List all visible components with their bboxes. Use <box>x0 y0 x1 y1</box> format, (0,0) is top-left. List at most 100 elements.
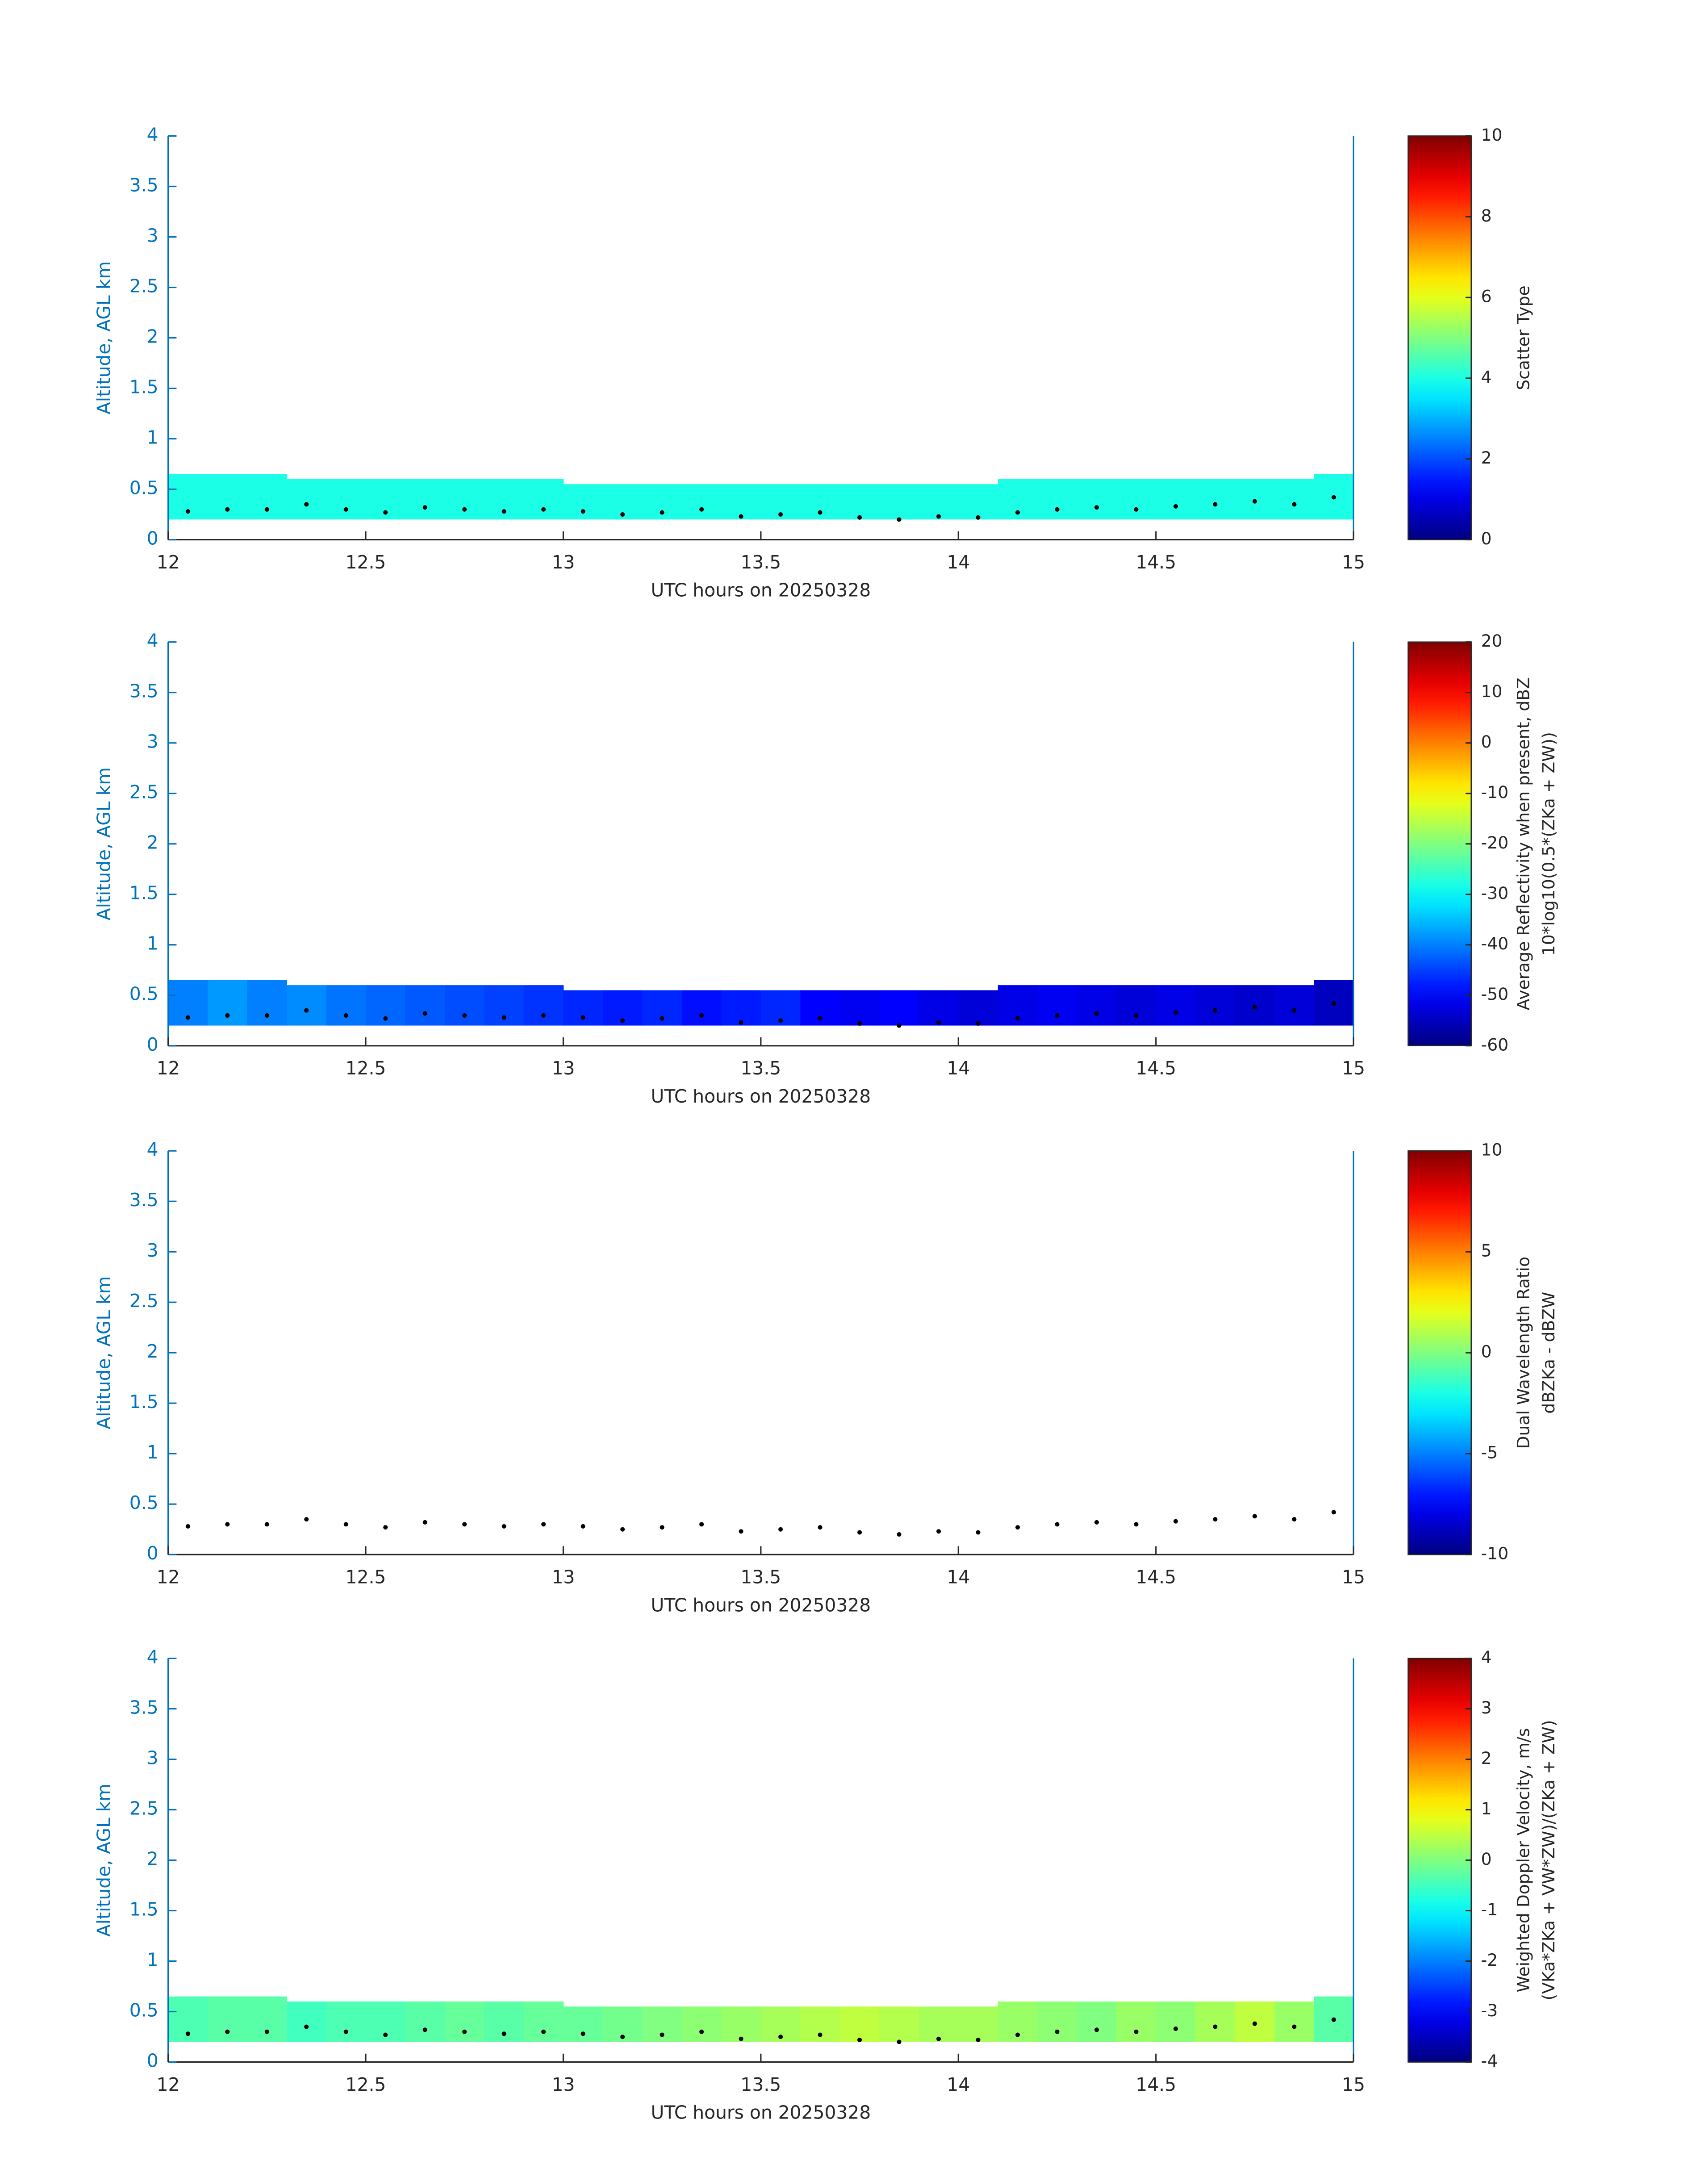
data-point <box>699 1522 704 1527</box>
data-point <box>778 512 783 517</box>
colorbar-tick-label: -1 <box>1481 1900 1498 1919</box>
heatmap-cell <box>879 2006 919 2042</box>
y-tick-label: 3 <box>147 225 159 247</box>
y-tick-label: 3.5 <box>129 174 159 196</box>
y-tick-label: 3 <box>147 731 159 752</box>
x-tick-label: 14.5 <box>1136 1057 1176 1079</box>
heatmap-cell <box>958 990 998 1026</box>
heatmap-cell <box>839 990 880 1026</box>
data-point <box>857 515 862 520</box>
heatmap-cell <box>444 985 485 1026</box>
colorbar-tick-label: -20 <box>1481 833 1509 852</box>
data-point <box>264 507 269 512</box>
data-point <box>936 1020 941 1025</box>
data-point <box>1015 2032 1020 2037</box>
x-tick-label: 12.5 <box>346 1057 386 1079</box>
data-point <box>1173 1519 1178 1524</box>
colorbar <box>1407 641 1472 1047</box>
x-tick-label: 12 <box>157 1057 180 1079</box>
data-point <box>383 510 388 515</box>
y-tick-label: 2.5 <box>129 781 159 803</box>
heatmap-cell <box>681 2006 722 2042</box>
heatmap-cell <box>326 985 366 1026</box>
data-point <box>1252 2021 1257 2026</box>
x-tick-label: 13.5 <box>740 1567 781 1588</box>
data-point <box>580 1015 585 1020</box>
data-point <box>1015 510 1020 515</box>
colorbar-tick-label: -5 <box>1481 1443 1498 1462</box>
colorbar-tick-label: 8 <box>1481 206 1492 226</box>
heatmap-cell <box>1037 479 1077 520</box>
data-point <box>304 502 309 507</box>
data-point <box>541 507 546 512</box>
data-point <box>660 2032 664 2037</box>
heatmap-cell <box>563 990 603 1026</box>
data-point <box>1055 1522 1060 1527</box>
data-point <box>1292 1517 1297 1522</box>
colorbar-tick-label: -4 <box>1481 2051 1498 2071</box>
heatmap-cell <box>326 2001 366 2042</box>
data-point <box>1252 499 1257 504</box>
y-tick-label: 0 <box>147 1542 159 1564</box>
data-point <box>936 2036 941 2041</box>
heatmap-cell <box>286 479 327 520</box>
colorbar-tick-label: -10 <box>1481 782 1509 802</box>
data-point <box>897 1532 902 1537</box>
heatmap-cell <box>208 474 248 520</box>
x-tick-label: 14 <box>947 2074 970 2095</box>
x-tick-label: 12 <box>157 552 180 573</box>
data-point <box>580 509 585 514</box>
colorbar-tick-label: 4 <box>1481 1647 1492 1667</box>
y-axis-label: Altitude, AGL km <box>93 261 114 414</box>
colorbar-tick-label: 2 <box>1481 1748 1492 1768</box>
data-point <box>1213 2024 1218 2029</box>
colorbar-tick-label: 20 <box>1481 631 1503 651</box>
data-point <box>699 507 704 512</box>
x-axis-label: UTC hours on 20250328 <box>651 1086 871 1107</box>
data-point <box>541 1013 546 1018</box>
data-point <box>185 1524 190 1529</box>
y-tick-label: 0 <box>147 2050 159 2072</box>
data-point <box>936 514 941 519</box>
heatmap-cell <box>1195 985 1236 1026</box>
data-point <box>818 2032 823 2037</box>
heatmap-cell <box>958 2006 998 2042</box>
data-point <box>897 2039 902 2044</box>
data-point <box>501 509 506 514</box>
data-point <box>818 510 823 515</box>
data-point <box>1134 1013 1139 1018</box>
colorbar-label: 10*log10(0.5*(ZKa + ZW)) <box>1539 732 1558 956</box>
heatmap-cell <box>1077 2001 1117 2042</box>
heatmap-cell <box>523 985 564 1026</box>
data-point <box>462 1013 467 1018</box>
data-point <box>1173 2026 1178 2031</box>
colorbar <box>1407 135 1472 540</box>
heatmap-cell <box>721 484 761 520</box>
data-point <box>1252 1514 1257 1519</box>
x-tick-label: 13.5 <box>740 552 781 573</box>
data-point <box>383 2032 388 2037</box>
y-tick-label: 1.5 <box>129 1899 159 1920</box>
data-point <box>976 1530 981 1535</box>
colorbar-tick-label: 10 <box>1481 125 1503 145</box>
data-point <box>660 510 664 515</box>
heatmap-cell <box>879 990 919 1026</box>
y-tick-label: 2 <box>147 1341 159 1362</box>
data-point <box>857 1021 862 1026</box>
colorbar-tick-label: 5 <box>1481 1241 1492 1261</box>
data-point <box>1292 1008 1297 1013</box>
x-tick-label: 15 <box>1342 1057 1365 1079</box>
y-axis-label: Altitude, AGL km <box>93 1784 114 1937</box>
colorbar-tick-label: 0 <box>1481 529 1492 548</box>
x-tick-label: 14.5 <box>1136 1567 1176 1588</box>
x-tick-label: 12 <box>157 2074 180 2095</box>
y-tick-label: 3.5 <box>129 681 159 702</box>
heatmap-cell <box>523 2001 564 2042</box>
colorbar-tick-label: 0 <box>1481 1849 1492 1869</box>
data-point <box>501 1524 506 1529</box>
heatmap-cell <box>1274 2001 1315 2042</box>
y-tick-label: 1 <box>147 1442 159 1463</box>
data-point <box>422 1520 427 1525</box>
x-tick-label: 13 <box>551 1057 575 1079</box>
x-tick-label: 15 <box>1342 552 1365 573</box>
